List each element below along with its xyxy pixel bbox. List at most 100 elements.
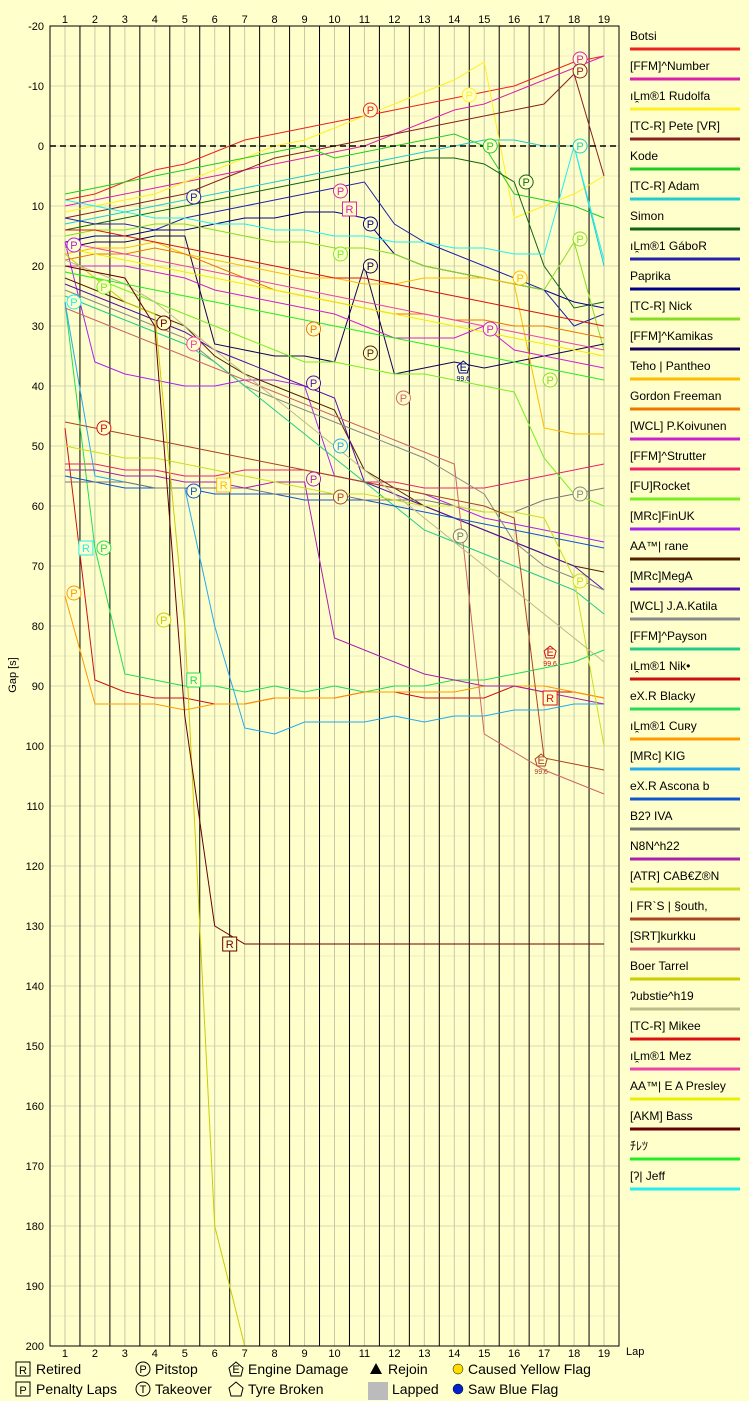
series-line [65,469,605,705]
x-tick-label-bottom: 8 [272,1348,278,1360]
pitstop-marker [395,390,411,406]
pitstop-marker [512,270,528,286]
pitstop-marker-label: P [70,297,77,309]
pitstop-marker-label: P [337,441,344,453]
x-tick-label-bottom: 16 [508,1348,520,1360]
x-tick-label-bottom: 1 [62,1348,68,1360]
engine-damage-note: 99.6 [543,661,557,668]
y-tick-label: 160 [26,1101,44,1113]
pitstop-marker-label: P [400,393,407,405]
series-lines [64,55,605,1347]
x-axis-label: Lap [626,1346,644,1358]
retired-marker-label: R [226,939,234,951]
y-tick-label: 0 [38,141,44,153]
series-line [64,133,605,219]
engine-damage-label: E [537,755,544,767]
x-tick-label-top: 16 [508,14,520,26]
pitstop-marker-label: P [517,273,524,285]
pitstop-marker [572,63,588,79]
pitstop-marker [572,486,588,502]
y-tick-label: 80 [32,621,44,633]
key-icon-letter: P [139,1364,146,1376]
key-label: Tyre Broken [248,1381,323,1397]
legend-entry-name: AA™| E A Presley [630,1079,726,1093]
y-tick-label: 130 [26,921,44,933]
series-line [64,157,605,309]
pitstop-marker [306,321,322,337]
x-tick-label-bottom: 2 [92,1348,98,1360]
lapped-key-icon [368,1382,388,1400]
x-tick-label-top: 19 [598,14,610,26]
pitstop-marker-label: P [160,615,167,627]
pitstop-marker [362,345,378,361]
pitstop-marker-label: P [487,324,494,336]
series-line [64,241,605,351]
retired-marker-label: R [82,543,90,555]
retired-marker [186,672,202,688]
key-label: Engine Damage [248,1361,349,1377]
pitstop-marker-label: P [190,486,197,498]
legend-entry-name: Kode [630,149,658,163]
x-tick-label-top: 11 [359,14,370,26]
series-line [64,55,605,201]
x-tick-label-bottom: 18 [568,1348,580,1360]
pitstop-marker [542,372,558,388]
x-tick-label-bottom: 11 [359,1348,370,1360]
penalty-key-icon [15,1381,31,1397]
legend-entry-name: AA™| rane [630,539,689,553]
series-line [64,271,605,381]
y-tick-label: 20 [32,261,44,273]
retired-marker-label: R [220,480,228,492]
pitstop-marker [572,573,588,589]
x-tick-label-top: 6 [212,14,218,26]
retired-marker [78,540,94,556]
y-tick-label: 10 [32,201,44,213]
pitstop-marker [156,612,172,628]
axes: 1122334455667788991010111112121313141415… [26,14,620,1360]
series-line [64,421,605,771]
x-tick-label-bottom: 7 [242,1348,248,1360]
x-tick-label-bottom: 6 [212,1348,218,1360]
key-icon-letter: R [19,1365,27,1377]
pitstop-marker [482,321,498,337]
pitstop-marker-label: P [576,576,583,588]
legend-entry-name: B2ʔ IVA [630,809,672,823]
pitstop-marker [96,420,112,436]
pitstop-marker-label: P [576,66,583,78]
pitstop-marker-label: P [487,141,494,153]
pitstop-marker [156,315,172,331]
legend: Botsi [FFM]^Number ıḼm®1 Rudolfa [TC-R] Pet… [630,29,740,1191]
x-tick-label-top: 8 [272,14,278,26]
y-tick-label: 140 [26,981,44,993]
legend-entry-name: ıḼm®1 Cuʀy [630,719,697,733]
retired-marker [222,936,238,952]
pitstop-marker-label: P [337,492,344,504]
series-line [64,307,605,795]
pitstop-marker-label: P [70,588,77,600]
x-tick-label-bottom: 14 [448,1348,460,1360]
pitstop-marker [362,102,378,118]
pitstop-marker [461,87,477,103]
series-line [64,144,605,261]
pitstop-marker [66,237,82,253]
pitstop-marker [186,189,202,205]
x-tick-label-top: 3 [122,14,128,26]
pitstop-marker [332,438,348,454]
pitstop-marker-label: P [367,219,374,231]
y-tick-label: 50 [32,441,44,453]
series-line [65,229,605,327]
pitstop-marker [518,174,534,190]
legend-entry-name: [WCL] P.Koivunen [630,419,727,433]
legend-entry-name: [AKM] Bass [630,1109,693,1123]
legend-entry-name: Teho | Pantheo [630,359,711,373]
x-tick-label-top: 4 [152,14,158,26]
pitstop-marker [186,483,202,499]
key-label: Pitstop [155,1361,198,1377]
x-tick-label-bottom: 13 [418,1348,430,1360]
takeover-key-icon [135,1381,151,1397]
pitstop-marker [306,375,322,391]
x-tick-label-top: 7 [242,14,248,26]
x-tick-label-bottom: 17 [538,1348,550,1360]
pitstop-marker-label: P [70,240,77,252]
legend-entry-name: [FFM]^Payson [630,629,707,643]
